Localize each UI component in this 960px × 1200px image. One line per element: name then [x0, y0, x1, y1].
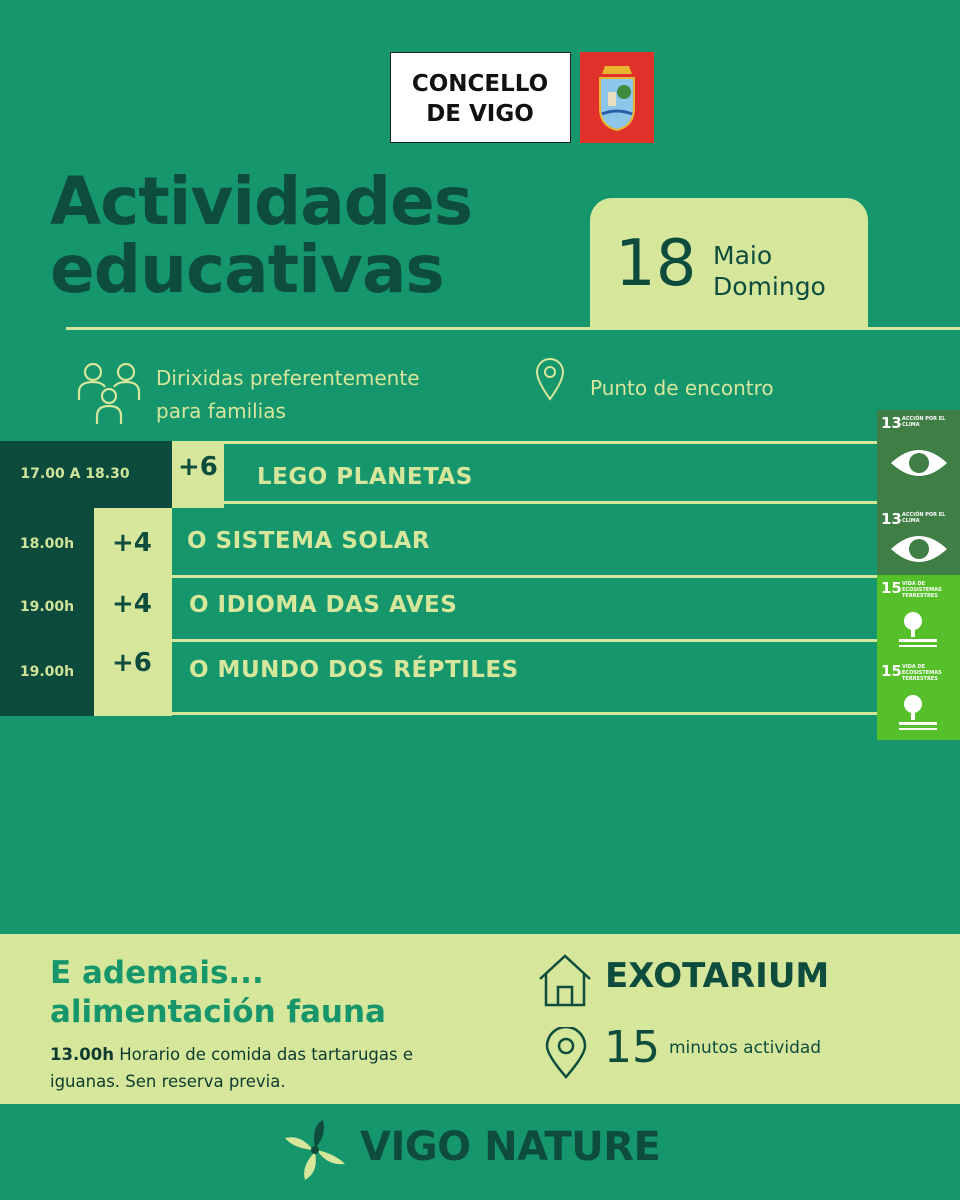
logo-line: CONCELLO	[411, 71, 549, 97]
title: Actividades educativas	[50, 163, 473, 308]
sdg-number: 13	[881, 414, 902, 432]
row-line	[172, 712, 880, 715]
activity-name: LEGO PLANETAS	[257, 464, 473, 490]
sdg-label: ACCIÓN POR EL CLIMA	[902, 416, 946, 428]
activity-time: 19.00h	[19, 599, 75, 615]
extra-place: EXOTARIUM	[605, 956, 830, 996]
age-cell	[172, 441, 224, 508]
footer-logo	[285, 1120, 345, 1180]
sdg-number: 15	[881, 579, 902, 597]
coat-of-arms	[580, 52, 654, 143]
date-month: Maio	[713, 241, 773, 270]
activity-name: O IDIOMA DAS AVES	[189, 592, 458, 618]
sdg-tree	[899, 612, 937, 647]
activity-time: 19.00h	[19, 664, 75, 680]
sdg-eye	[891, 536, 947, 562]
date-box	[590, 198, 868, 329]
sdg-icon: 13 ACCIÓN POR EL CLIMA	[877, 506, 960, 575]
age-column	[94, 508, 172, 716]
location: Punto de encontro	[590, 376, 774, 400]
sdg-icon: 15 VIDA DE ECOSISTEMAS TERRESTRES	[877, 575, 960, 658]
extra-title-line: alimentación fauna	[50, 994, 386, 1030]
pin-icon	[545, 1027, 587, 1079]
logo-text: CONCELLO DE VIGO	[391, 69, 569, 129]
extra-text: Horario de comida das tartarugas e iguan…	[50, 1045, 414, 1091]
extra-duration-label: minutos actividad	[669, 1038, 822, 1058]
logo-box: CONCELLO DE VIGO	[390, 52, 571, 143]
sdg-icon: 15 VIDA DE ECOSISTEMAS TERRESTRES	[877, 658, 960, 740]
sdg-label: ACCIÓN POR EL CLIMA	[902, 512, 946, 524]
footer-brand: VIGO NATURE	[360, 1124, 661, 1170]
sdg-label: VIDA DE ECOSISTEMAS TERRESTRES	[902, 581, 942, 599]
row-line	[172, 639, 880, 642]
row-line	[172, 575, 880, 578]
sdg-eye	[891, 450, 947, 476]
activity-name: O SISTEMA SOLAR	[187, 528, 431, 554]
divider	[66, 327, 960, 330]
people-icon	[77, 362, 141, 424]
activity-age: +6	[112, 648, 152, 678]
row-line	[172, 441, 880, 444]
date-weekday: Domingo	[713, 272, 826, 301]
sdg-icon: 13 ACCIÓN POR EL CLIMA	[877, 410, 960, 506]
audience: Dirixidas preferentemente para familias	[156, 366, 420, 423]
extra-text-block: 13.00h Horario de comida das tartarugas …	[50, 1041, 440, 1095]
date-text: Maio Domingo	[713, 240, 826, 302]
activity-time: 18.00h	[19, 536, 75, 552]
row-line	[224, 501, 880, 504]
extra-time: 13.00h	[50, 1045, 114, 1064]
extra-duration: 15	[604, 1022, 660, 1073]
sdg-label: VIDA DE ECOSISTEMAS TERRESTRES	[902, 664, 942, 682]
pin-icon	[535, 358, 565, 401]
logo-line: DE VIGO	[426, 101, 534, 127]
title-line: Actividades	[50, 163, 473, 240]
activity-age: +4	[112, 589, 152, 619]
house-icon	[539, 954, 591, 1007]
extra-title: E ademais... alimentación fauna	[50, 954, 386, 1032]
activity-time: 17.00 A 18.30	[20, 466, 130, 482]
activity-age: +6	[178, 452, 218, 482]
extra-title-line: E ademais...	[50, 955, 264, 991]
sdg-tree	[899, 695, 937, 730]
date-day: 18	[615, 227, 697, 301]
activity-age: +4	[112, 528, 152, 558]
sdg-number: 13	[881, 510, 902, 528]
extra-band	[0, 934, 960, 1104]
activity-name: O MUNDO DOS RÉPTILES	[189, 657, 519, 683]
title-line: educativas	[50, 231, 445, 308]
sdg-number: 15	[881, 662, 902, 680]
